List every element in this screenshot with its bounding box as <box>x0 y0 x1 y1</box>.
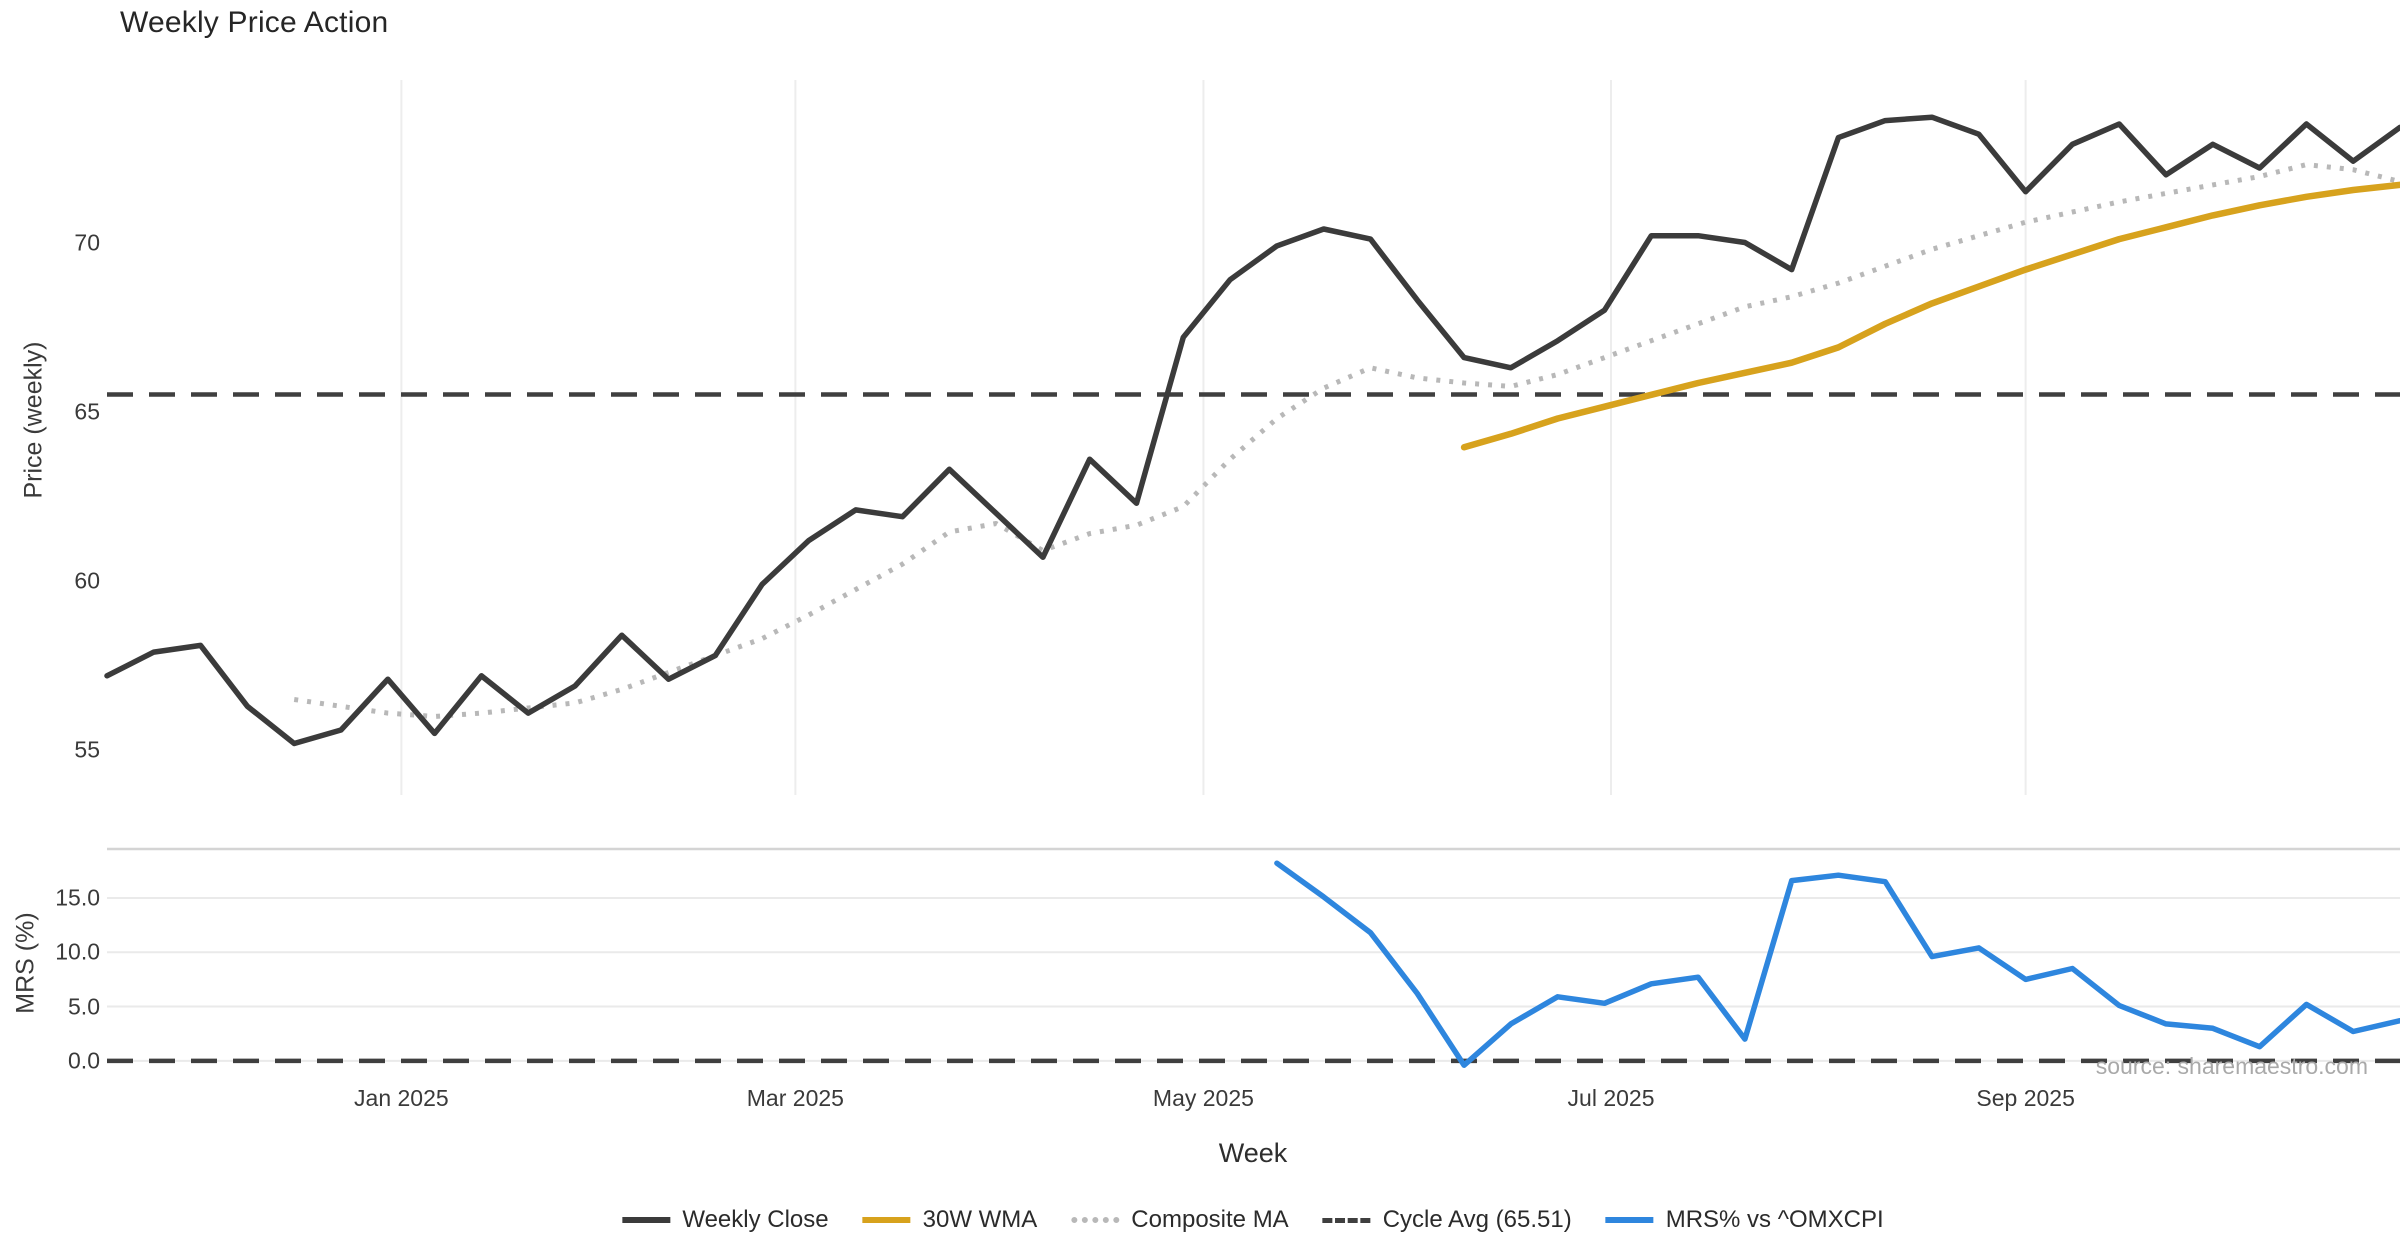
legend-item: Composite MA <box>1071 1206 1289 1234</box>
series-mrs-vs-omxcpi <box>1274 860 2400 1068</box>
y-tick-label: 65 <box>74 398 100 425</box>
legend-line-sample-solid <box>1605 1217 1654 1223</box>
x-tick-label: Jan 2025 <box>354 1085 449 1111</box>
legend-item: 30W WMA <box>862 1206 1038 1234</box>
legend-line-sample-dotted <box>1071 1217 1120 1223</box>
legend-label: Weekly Close <box>682 1206 829 1233</box>
x-tick-label: Mar 2025 <box>746 1085 844 1111</box>
legend-line-sample-solid <box>862 1217 911 1223</box>
legend-item: Cycle Avg (65.51) <box>1322 1206 1572 1234</box>
legend-line-sample-dashed <box>1322 1217 1371 1223</box>
chart-title: Weekly Price Action <box>120 6 389 39</box>
legend-label: MRS% vs ^OMXCPI <box>1665 1206 1884 1233</box>
x-tick-label: Jul 2025 <box>1567 1085 1655 1111</box>
y-tick-label: 5.0 <box>68 993 100 1020</box>
y-tick-label: 70 <box>74 229 100 255</box>
series-composite-ma <box>293 162 2400 719</box>
series-weekly-close <box>104 114 2400 747</box>
x-axis-label: Week <box>1218 1138 1288 1168</box>
legend-line-sample-solid <box>622 1217 671 1223</box>
legend-item: Weekly Close <box>622 1206 829 1234</box>
y-tick-label: 55 <box>74 736 100 763</box>
legend-label: 30W WMA <box>922 1206 1038 1233</box>
y-tick-label: 0.0 <box>68 1047 100 1074</box>
y-tick-label: 15.0 <box>55 884 100 911</box>
y-tick-label: 60 <box>74 567 100 594</box>
legend-label: Cycle Avg (65.51) <box>1382 1206 1572 1233</box>
source-attribution: source: sharemaestro.com <box>2095 1053 2368 1079</box>
legend-item: MRS% vs ^OMXCPI <box>1605 1206 1884 1234</box>
y-tick-label: 10.0 <box>55 938 100 965</box>
x-tick-label: May 2025 <box>1152 1085 1254 1111</box>
chart-legend: Weekly Close 30W WMA Composite MA Cycle Avg… <box>622 1206 1884 1234</box>
legend-label: Composite MA <box>1131 1206 1289 1233</box>
series-30w-wma <box>1460 181 2400 451</box>
x-tick-label: Sep 2025 <box>1976 1085 2075 1111</box>
